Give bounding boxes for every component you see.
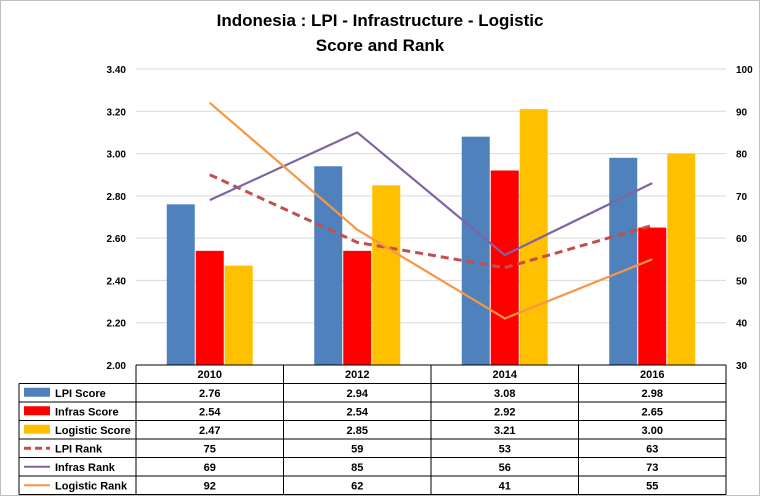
left-axis-tick: 2.80	[107, 192, 127, 203]
chart-title-line-1: Indonesia : LPI - Infrastructure - Logis…	[216, 11, 544, 30]
data-label: 62	[351, 480, 363, 492]
data-label: 3.21	[494, 425, 515, 437]
right-axis-tick: 70	[736, 192, 748, 203]
data-label: 2.98	[642, 388, 663, 400]
right-axis-tick: 90	[736, 107, 748, 118]
line-lpi-rank	[209, 173, 653, 270]
legend-key-lpi-score	[24, 387, 50, 397]
data-label: 55	[646, 480, 658, 492]
data-label: 73	[646, 462, 658, 474]
data-label: 2.54	[347, 406, 369, 418]
right-axis-tick: 100	[736, 65, 753, 76]
bar-lpi-score	[609, 157, 638, 365]
data-label: 56	[499, 462, 511, 474]
right-axis-tick: 60	[736, 234, 748, 245]
bar-lpi-score	[166, 204, 195, 365]
right-axis-tick: 80	[736, 150, 748, 161]
bar-infras-score	[343, 250, 372, 365]
data-label: 69	[204, 462, 216, 474]
legend-label-infras-score: Infras Score	[55, 406, 119, 418]
legend-label-logistic-rank: Logistic Rank	[55, 480, 128, 492]
line-logistic-rank	[209, 101, 653, 320]
data-label: 92	[204, 480, 216, 492]
data-label: 2.92	[494, 406, 515, 418]
bar-lpi-score	[314, 166, 343, 365]
right-axis-tick: 50	[736, 276, 748, 287]
data-label: 2.65	[642, 406, 663, 418]
left-axis-tick: 2.40	[107, 276, 127, 287]
data-label: 2.76	[199, 388, 220, 400]
bar-lpi-score	[461, 136, 490, 365]
legend-label-infras-rank: Infras Rank	[55, 462, 116, 474]
category-label: 2016	[640, 369, 664, 381]
category-label: 2010	[198, 369, 222, 381]
bar-logistic-score	[224, 265, 253, 365]
data-label: 53	[499, 443, 511, 455]
data-label: 59	[351, 443, 363, 455]
legend-key-logistic-score	[24, 424, 50, 434]
line-infras-rank	[209, 131, 653, 257]
bar-infras-score	[195, 250, 224, 365]
data-label: 75	[204, 443, 216, 455]
left-axis-tick: 2.60	[107, 234, 127, 245]
category-label: 2012	[345, 369, 369, 381]
left-axis-tick: 3.00	[107, 150, 127, 161]
left-axis-tick: 2.00	[107, 361, 127, 372]
right-axis-tick: 40	[736, 319, 748, 330]
data-label: 2.47	[199, 425, 220, 437]
data-label: 3.00	[642, 425, 663, 437]
left-axis-tick: 3.20	[107, 107, 127, 118]
legend-label-lpi-rank: LPI Rank	[55, 443, 103, 455]
bar-logistic-score	[667, 153, 696, 365]
legend-key-infras-score	[24, 406, 50, 416]
bar-infras-score	[638, 227, 667, 365]
bar-infras-score	[490, 170, 519, 365]
legend-label-logistic-score: Logistic Score	[55, 425, 131, 437]
data-label: 41	[499, 480, 511, 492]
data-label: 3.08	[494, 388, 515, 400]
chart-title-line-2: Score and Rank	[315, 36, 445, 55]
data-label: 85	[351, 462, 363, 474]
right-axis-tick: 30	[736, 361, 748, 372]
data-label: 2.54	[199, 406, 221, 418]
legend-label-lpi-score: LPI Score	[55, 388, 106, 400]
data-label: 2.85	[347, 425, 368, 437]
data-label: 2.94	[347, 388, 369, 400]
left-axis-tick: 3.40	[107, 65, 127, 76]
data-label: 63	[646, 443, 658, 455]
bar-logistic-score	[372, 185, 401, 365]
left-axis-tick: 2.20	[107, 319, 127, 330]
category-label: 2014	[493, 369, 518, 381]
